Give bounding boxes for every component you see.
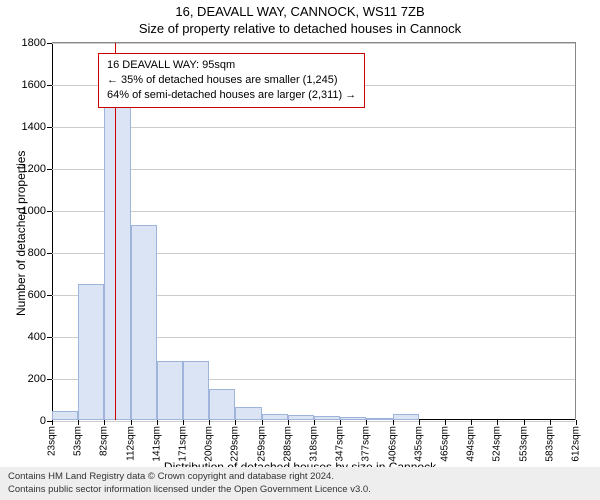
histogram-bar [393,414,419,420]
xtick-label: 171sqm [178,426,189,462]
histogram-bar [78,284,104,421]
xtick-label: 347sqm [335,426,346,462]
histogram-bar [262,414,288,420]
ytick-label: 200 [28,373,52,385]
xtick-mark [78,420,79,425]
xtick-label: 406sqm [387,426,398,462]
histogram-bar [183,361,209,420]
chart-title-line2: Size of property relative to detached ho… [0,21,600,36]
xtick-mark [288,420,289,425]
xtick-mark [209,420,210,425]
ytick-label: 400 [28,331,52,343]
histogram-bar [288,415,314,420]
xtick-label: 318sqm [309,426,320,462]
histogram-bar [340,417,366,420]
xtick-mark [183,420,184,425]
xtick-mark [550,420,551,425]
y-axis-title: Number of detached properties [14,151,28,316]
xtick-label: 583sqm [544,426,555,462]
xtick-label: 435sqm [413,426,424,462]
ytick-label: 1800 [22,37,52,49]
xtick-label: 524sqm [492,426,503,462]
xtick-mark [235,420,236,425]
histogram-bar [235,407,261,420]
xtick-mark [393,420,394,425]
histogram-bar [314,416,340,420]
xtick-label: 82sqm [99,426,110,456]
xtick-mark [52,420,53,425]
gridline [52,43,575,44]
histogram-bar [366,418,392,420]
ytick-label: 1400 [22,121,52,133]
chart-title-line1: 16, DEAVALL WAY, CANNOCK, WS11 7ZB [0,0,600,19]
xtick-label: 612sqm [571,426,582,462]
xtick-mark [157,420,158,425]
annotation-line3: 64% of semi-detached houses are larger (… [107,88,356,103]
annotation-box: 16 DEAVALL WAY: 95sqm ← 35% of detached … [98,53,365,108]
chart-area: 23sqm53sqm82sqm112sqm141sqm171sqm200sqm2… [52,42,576,420]
xtick-label: 465sqm [440,426,451,462]
xtick-mark [262,420,263,425]
ytick-label: 600 [28,289,52,301]
footer: Contains HM Land Registry data © Crown c… [0,467,600,500]
xtick-mark [340,420,341,425]
xtick-label: 53sqm [73,426,84,456]
histogram-bar [52,411,78,420]
annotation-line2: ← 35% of detached houses are smaller (1,… [107,73,356,88]
xtick-label: 200sqm [204,426,215,462]
xtick-mark [104,420,105,425]
ytick-label: 0 [40,415,52,427]
xtick-label: 23sqm [47,426,58,456]
histogram-bar [131,225,157,420]
xtick-label: 141sqm [151,426,162,462]
xtick-mark [366,420,367,425]
xtick-label: 229sqm [230,426,241,462]
ytick-label: 1600 [22,79,52,91]
xtick-label: 259sqm [256,426,267,462]
footer-line2: Contains public sector information licen… [8,484,592,496]
xtick-label: 377sqm [361,426,372,462]
xtick-mark [419,420,420,425]
xtick-mark [445,420,446,425]
histogram-bar [209,389,235,421]
annotation-line1: 16 DEAVALL WAY: 95sqm [107,58,356,73]
xtick-label: 112sqm [125,426,136,461]
xtick-mark [131,420,132,425]
xtick-mark [497,420,498,425]
plot-area: 23sqm53sqm82sqm112sqm141sqm171sqm200sqm2… [52,42,576,420]
xtick-label: 288sqm [282,426,293,462]
xtick-mark [471,420,472,425]
xtick-mark [314,420,315,425]
ytick-label: 800 [28,247,52,259]
histogram-bar [104,82,130,420]
histogram-bar [157,361,183,420]
xtick-label: 494sqm [466,426,477,462]
xtick-mark [524,420,525,425]
xtick-label: 553sqm [518,426,529,462]
footer-line1: Contains HM Land Registry data © Crown c… [8,471,592,483]
y-axis-line [52,43,53,420]
xtick-mark [576,420,577,425]
